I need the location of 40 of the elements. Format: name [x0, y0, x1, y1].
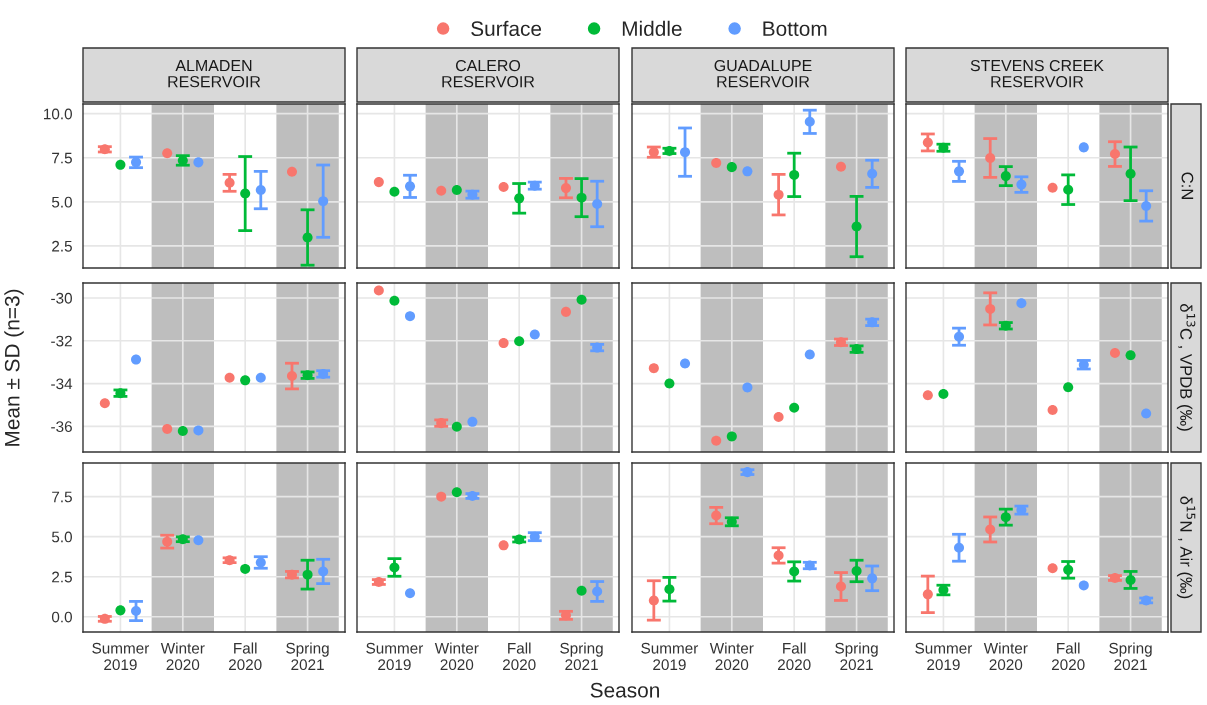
y-tick-label: -30	[51, 292, 72, 304]
x-tick-label: Spring 2021	[835, 642, 878, 671]
y-tick-label: 5.0	[51, 531, 72, 543]
x-tick-label: Fall 2020	[502, 642, 536, 671]
text: δ$^{15}$N , Air (‰)	[1176, 496, 1196, 599]
x-tick-label: Winter 2020	[434, 642, 479, 671]
y-tick-label: 2.5	[52, 571, 72, 583]
x-tick-label: Summer 2019	[641, 642, 699, 671]
x-axis-title: Season	[590, 682, 659, 698]
legend-label: Middle	[622, 20, 682, 37]
x-tick-label: Summer 2019	[366, 642, 424, 671]
y-tick-label: 7.5	[52, 491, 72, 503]
y-axis-title: Mean ± SD (n=3)	[4, 289, 24, 446]
chart-title: ALMADEN RESERVOIR	[168, 60, 261, 88]
x-tick-label: Spring 2021	[560, 642, 603, 671]
y-tick-label: -34	[51, 378, 73, 390]
x-tick-label: Winter 2020	[983, 642, 1028, 671]
y-tick-label: 5.0	[51, 196, 72, 208]
x-tick-label: Summer 2019	[915, 642, 973, 671]
x-tick-label: Fall 2020	[1051, 642, 1085, 671]
y-tick-label: 10.0	[44, 108, 72, 120]
y-tick-label: 2.5	[52, 240, 72, 252]
x-tick-label: Spring 2021	[1109, 642, 1152, 671]
x-tick-label: Winter 2020	[160, 642, 205, 671]
y-tick-label: 0.0	[51, 611, 72, 623]
x-tick-label: Fall 2020	[777, 642, 811, 671]
legend-label: Surface	[471, 20, 542, 37]
y-tick-label: -32	[51, 335, 72, 347]
y-tick-label: 7.5	[52, 152, 72, 164]
text: δ$^{13}$C , VPDB (‰)	[1176, 303, 1196, 431]
chart-title: CALERO RESERVOIR	[442, 59, 535, 88]
chart-title: STEVENS CREEK RESERVOIR	[970, 59, 1104, 88]
x-tick-label: Fall 2020	[228, 642, 262, 671]
chart-title: GUADALUPE RESERVOIR	[714, 59, 812, 88]
x-tick-label: Winter 2020	[709, 642, 754, 671]
legend-label: Bottom	[763, 21, 827, 37]
y-tick-label: -36	[51, 421, 72, 433]
x-tick-label: Summer 2019	[92, 642, 150, 671]
x-tick-label: Spring 2021	[286, 642, 329, 671]
text: C:N	[1181, 172, 1194, 199]
